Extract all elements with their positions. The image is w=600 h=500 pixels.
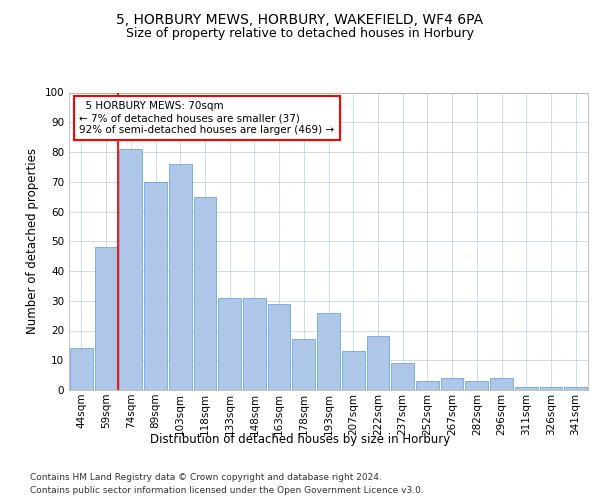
- Bar: [144, 182, 167, 390]
- Bar: [292, 340, 315, 390]
- Bar: [342, 352, 365, 390]
- Text: Size of property relative to detached houses in Horbury: Size of property relative to detached ho…: [126, 28, 474, 40]
- Bar: [169, 164, 191, 390]
- Bar: [367, 336, 389, 390]
- Text: 5 HORBURY MEWS: 70sqm
← 7% of detached houses are smaller (37)
92% of semi-detac: 5 HORBURY MEWS: 70sqm ← 7% of detached h…: [79, 102, 335, 134]
- Text: Contains public sector information licensed under the Open Government Licence v3: Contains public sector information licen…: [30, 486, 424, 495]
- Bar: [466, 381, 488, 390]
- Bar: [391, 363, 414, 390]
- Text: Distribution of detached houses by size in Horbury: Distribution of detached houses by size …: [150, 432, 450, 446]
- Bar: [515, 387, 538, 390]
- Bar: [490, 378, 513, 390]
- Bar: [268, 304, 290, 390]
- Bar: [441, 378, 463, 390]
- Y-axis label: Number of detached properties: Number of detached properties: [26, 148, 39, 334]
- Bar: [95, 247, 118, 390]
- Bar: [218, 298, 241, 390]
- Bar: [243, 298, 266, 390]
- Bar: [317, 312, 340, 390]
- Bar: [539, 387, 562, 390]
- Bar: [119, 149, 142, 390]
- Text: Contains HM Land Registry data © Crown copyright and database right 2024.: Contains HM Land Registry data © Crown c…: [30, 472, 382, 482]
- Bar: [564, 387, 587, 390]
- Bar: [70, 348, 93, 390]
- Bar: [194, 196, 216, 390]
- Text: 5, HORBURY MEWS, HORBURY, WAKEFIELD, WF4 6PA: 5, HORBURY MEWS, HORBURY, WAKEFIELD, WF4…: [116, 12, 484, 26]
- Bar: [416, 381, 439, 390]
